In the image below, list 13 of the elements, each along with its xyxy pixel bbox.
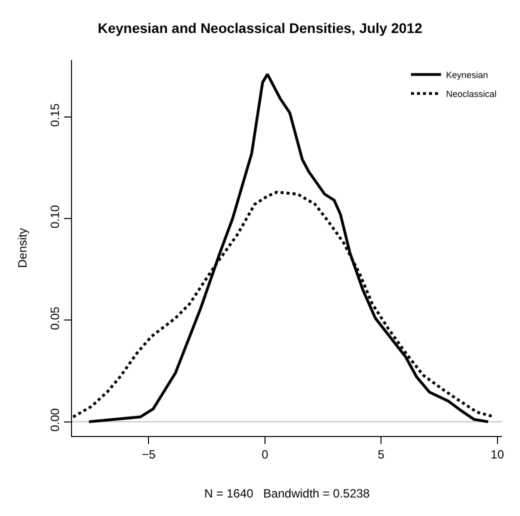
x-tick-label: 10: [490, 447, 504, 462]
x-tick-label: 5: [378, 447, 385, 462]
legend-label: Neoclassical: [446, 89, 497, 100]
y-tick-label: 0.05: [48, 306, 62, 330]
x-tick-label: −5: [142, 447, 156, 462]
y-tick-label: 0.15: [48, 103, 62, 127]
y-tick-label: 0.00: [48, 408, 62, 432]
x-axis-title: N = 1640 Bandwidth = 0.5238: [204, 486, 370, 500]
chart-title: Keynesian and Neoclassical Densities, July 2012: [98, 20, 422, 36]
y-tick-label: 0.10: [48, 204, 62, 228]
x-tick-label: 0: [262, 447, 269, 462]
y-axis-title: Density: [16, 228, 30, 268]
legend-label: Keynesian: [446, 70, 488, 80]
